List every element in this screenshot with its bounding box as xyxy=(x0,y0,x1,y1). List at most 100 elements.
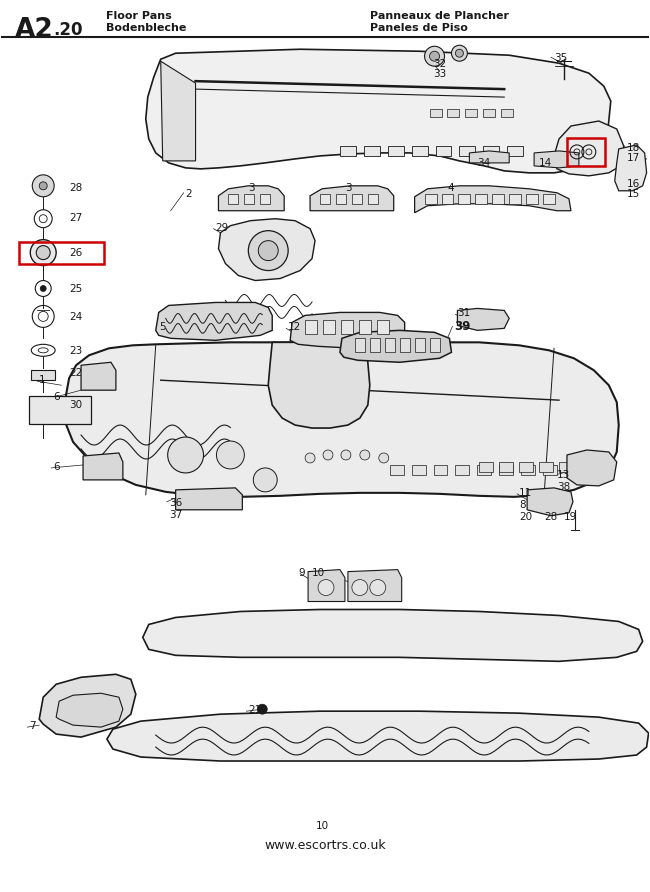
Polygon shape xyxy=(65,343,619,497)
Text: Paneles de Piso: Paneles de Piso xyxy=(370,23,468,33)
Bar xyxy=(323,320,335,334)
Polygon shape xyxy=(348,570,402,601)
Text: 18: 18 xyxy=(627,143,640,153)
Polygon shape xyxy=(554,121,624,176)
Polygon shape xyxy=(290,312,405,348)
Text: 12: 12 xyxy=(288,322,302,333)
Bar xyxy=(475,194,488,203)
Text: 2: 2 xyxy=(186,189,192,199)
Polygon shape xyxy=(56,693,123,727)
Circle shape xyxy=(452,45,467,62)
Polygon shape xyxy=(143,609,643,661)
Bar xyxy=(336,194,346,203)
Polygon shape xyxy=(615,145,647,191)
Bar xyxy=(377,320,389,334)
Text: 17: 17 xyxy=(627,153,640,163)
Text: 15: 15 xyxy=(627,189,640,199)
Bar xyxy=(458,194,471,203)
Bar xyxy=(526,194,538,203)
Text: Floor Pans: Floor Pans xyxy=(106,12,172,21)
Polygon shape xyxy=(340,330,452,362)
Text: 21: 21 xyxy=(248,706,261,715)
Text: 20: 20 xyxy=(519,512,532,522)
Text: 4: 4 xyxy=(447,183,454,193)
Bar xyxy=(305,320,317,334)
Circle shape xyxy=(254,468,277,491)
Polygon shape xyxy=(308,570,345,601)
Bar xyxy=(501,109,514,117)
Text: 28: 28 xyxy=(544,512,557,522)
Text: 1: 1 xyxy=(39,376,46,385)
Bar xyxy=(567,138,604,166)
Text: 16: 16 xyxy=(627,178,640,189)
Text: 8: 8 xyxy=(519,500,526,510)
Circle shape xyxy=(248,231,288,270)
Polygon shape xyxy=(469,151,509,163)
Text: 23: 23 xyxy=(69,346,83,356)
Circle shape xyxy=(341,450,351,460)
Bar xyxy=(441,194,454,203)
Circle shape xyxy=(318,580,334,596)
Text: Panneaux de Plancher: Panneaux de Plancher xyxy=(370,12,509,21)
Text: 3: 3 xyxy=(248,183,255,193)
Circle shape xyxy=(36,245,50,260)
Text: 31: 31 xyxy=(458,309,471,318)
Text: 11: 11 xyxy=(519,488,532,498)
Text: 7: 7 xyxy=(29,721,36,731)
Polygon shape xyxy=(268,343,370,428)
Text: 38: 38 xyxy=(557,482,570,491)
Bar xyxy=(320,194,330,203)
Circle shape xyxy=(168,437,203,473)
Text: .20: .20 xyxy=(53,21,83,39)
Bar xyxy=(228,194,239,203)
Text: 24: 24 xyxy=(69,312,83,322)
Text: 33: 33 xyxy=(434,70,447,79)
Bar xyxy=(477,465,491,475)
Polygon shape xyxy=(310,186,394,211)
Text: 14: 14 xyxy=(539,158,552,168)
Bar xyxy=(499,462,514,472)
Bar xyxy=(355,338,365,352)
Bar xyxy=(352,194,362,203)
Bar xyxy=(499,465,514,475)
Text: 19: 19 xyxy=(564,512,577,522)
Bar xyxy=(436,146,452,156)
Bar xyxy=(519,462,533,472)
Circle shape xyxy=(456,49,463,57)
Text: 9: 9 xyxy=(298,567,305,578)
Bar xyxy=(507,146,523,156)
Bar xyxy=(509,194,521,203)
Text: A2: A2 xyxy=(16,17,54,44)
Circle shape xyxy=(352,580,368,596)
Bar xyxy=(31,370,55,380)
Text: 22: 22 xyxy=(69,368,83,378)
Bar xyxy=(434,465,447,475)
Circle shape xyxy=(258,241,278,260)
Bar xyxy=(543,194,555,203)
Circle shape xyxy=(31,240,56,266)
Text: 13: 13 xyxy=(557,470,570,480)
Text: 29: 29 xyxy=(215,223,229,233)
Bar xyxy=(465,109,477,117)
Bar xyxy=(29,396,91,424)
Bar xyxy=(460,146,475,156)
Polygon shape xyxy=(534,151,579,168)
Bar xyxy=(479,462,493,472)
Bar xyxy=(456,465,469,475)
Circle shape xyxy=(39,182,47,190)
Text: 25: 25 xyxy=(69,284,83,293)
Text: 37: 37 xyxy=(168,510,182,520)
Circle shape xyxy=(370,580,385,596)
Text: 6: 6 xyxy=(53,392,60,402)
Bar xyxy=(364,146,380,156)
Text: 36: 36 xyxy=(168,498,182,508)
Bar xyxy=(539,462,553,472)
Bar xyxy=(340,146,356,156)
Polygon shape xyxy=(81,362,116,390)
Text: Bodenbleche: Bodenbleche xyxy=(106,23,187,33)
Text: 39: 39 xyxy=(454,320,471,334)
Text: 26: 26 xyxy=(69,248,83,258)
Circle shape xyxy=(424,46,445,66)
Circle shape xyxy=(379,453,389,463)
Text: 34: 34 xyxy=(477,158,491,168)
